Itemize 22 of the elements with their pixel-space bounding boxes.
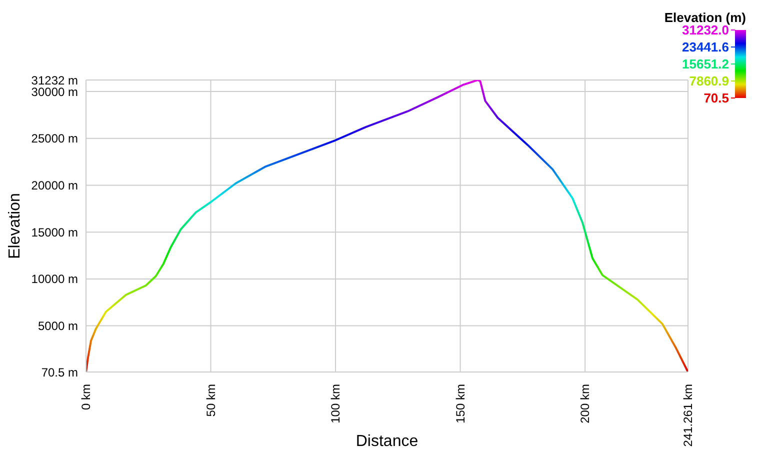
y-tick-label: 5000 m [38, 319, 78, 334]
x-tick-label: 150 km [453, 384, 468, 424]
y-tick-label: 70.5 m [41, 365, 78, 380]
y-tick-label: 25000 m [31, 132, 78, 146]
y-tick-label: 30000 m [31, 84, 78, 99]
color-bar-label: 23441.6 [682, 40, 729, 55]
x-tick-label: 100 km [328, 384, 343, 424]
y-tick-label: 20000 m [31, 178, 78, 193]
x-tick-label: 200 km [578, 384, 592, 424]
color-bar-label: 70.5 [704, 90, 729, 106]
color-bar-label: 7860.9 [689, 74, 729, 89]
x-tick-label: 50 km [204, 384, 218, 417]
y-axis-title: Elevation [6, 193, 24, 259]
y-tick-label: 15000 m [31, 225, 78, 240]
y-tick-label: 31232 m [31, 73, 78, 88]
color-bar-title: Elevation (m) [664, 10, 746, 25]
x-tick-label: 241.261 km [681, 384, 695, 447]
x-tick-label: 0 km [79, 384, 93, 410]
x-axis-title: Distance [356, 433, 418, 450]
line-series [86, 80, 688, 372]
color-bar-label: 15651.2 [682, 56, 729, 72]
y-tick-label: 10000 m [31, 272, 78, 286]
